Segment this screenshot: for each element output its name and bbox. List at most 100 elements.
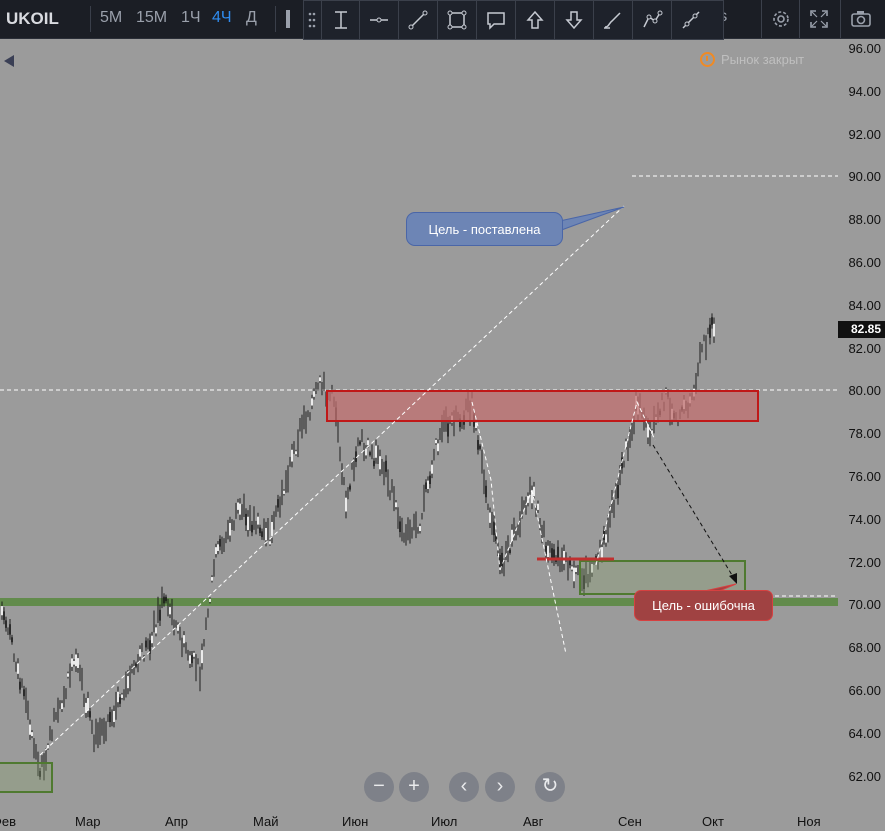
tool-rectangle[interactable] <box>437 1 476 39</box>
candle-body <box>379 456 381 470</box>
candle-body <box>477 440 479 450</box>
tool-ray[interactable] <box>671 1 710 39</box>
time-tick-label: Мар <box>75 814 101 829</box>
candle-body <box>17 663 19 674</box>
candle-body <box>3 611 5 620</box>
price-tick-label: 76.00 <box>848 469 881 484</box>
settings-button[interactable] <box>761 0 800 38</box>
candle-body <box>229 523 231 536</box>
gear-icon <box>773 11 789 27</box>
candle-body <box>127 676 129 689</box>
candle-body <box>553 549 555 561</box>
callout-target-wrong[interactable]: Цель - ошибочна <box>634 590 773 621</box>
candle-body <box>359 441 361 445</box>
timeframe-4h[interactable]: 4Ч <box>212 9 232 26</box>
candle-body <box>571 566 573 570</box>
time-tick-label: Сен <box>618 814 642 829</box>
last-price-label: 82.85 <box>838 321 885 338</box>
candle-body <box>201 650 203 664</box>
tool-path[interactable] <box>632 1 671 39</box>
scroll-right-button[interactable]: › <box>485 772 515 802</box>
candle-body <box>399 521 401 533</box>
candle-body <box>183 635 185 644</box>
candle-body <box>73 660 75 665</box>
zoom-out-button[interactable]: − <box>364 772 394 802</box>
candle-body <box>31 732 33 737</box>
tool-vertical-line[interactable] <box>321 1 360 39</box>
candle-body <box>261 531 263 538</box>
tool-arrow-up[interactable] <box>515 1 554 39</box>
candle-body <box>501 552 503 567</box>
candle-body <box>11 637 13 643</box>
candle-body <box>459 418 461 428</box>
wave-lines <box>471 401 501 571</box>
candle-body <box>177 625 179 631</box>
bookmark-flag-icon[interactable] <box>4 55 14 67</box>
price-tick-label: 64.00 <box>848 725 881 741</box>
price-tick-label: 72.00 <box>848 554 881 570</box>
candlesticks <box>1 313 715 781</box>
candle-body <box>479 445 481 449</box>
timeframe-5m[interactable]: 5M <box>100 9 123 26</box>
candle-body <box>625 441 627 447</box>
candle-body <box>159 609 161 621</box>
candle-body <box>509 549 511 553</box>
timeframe-15m[interactable]: 15M <box>136 9 168 26</box>
fullscreen-button[interactable] <box>799 0 838 38</box>
time-tick-label: Май <box>253 814 279 829</box>
zoom-in-button[interactable]: + <box>399 772 429 802</box>
candle-body <box>395 502 397 508</box>
candle-body <box>191 655 193 664</box>
candle-body <box>437 443 439 452</box>
candle-body <box>527 495 529 503</box>
candle-body <box>365 448 367 456</box>
candle-body <box>713 323 715 337</box>
price-axis[interactable]: 96.00 94.00 92.00 90.00 88.00 86.00 84.00 82.00… <box>838 38 885 809</box>
candle-body <box>495 535 497 542</box>
candle-body <box>349 485 351 490</box>
screenshot-button[interactable] <box>840 0 879 38</box>
candle-body <box>493 521 495 536</box>
callout-target-set[interactable]: Цель - поставлена <box>406 212 563 246</box>
candle-body <box>345 497 347 512</box>
price-tick-label: 62.00 <box>848 768 881 784</box>
demand-zone-feb <box>0 762 53 793</box>
price-chart[interactable] <box>0 38 838 831</box>
callout-pointer-blue <box>554 206 625 233</box>
tool-brush[interactable] <box>593 1 632 39</box>
candle-body <box>217 544 219 551</box>
timeframe-1h[interactable]: 1Ч <box>181 9 201 26</box>
top-toolbar: UKOIL 5M 15M 1Ч 4Ч Д ers <box>0 0 885 39</box>
comment-icon <box>487 12 505 30</box>
candle-body <box>375 445 377 458</box>
scroll-left-button[interactable]: ‹ <box>449 772 479 802</box>
chart-type-icon[interactable] <box>286 10 290 28</box>
candle-body <box>563 550 565 564</box>
trend-projection <box>39 205 625 756</box>
time-tick-label: Фев <box>0 814 17 829</box>
candle-body <box>447 423 449 437</box>
resistance-zone <box>326 390 759 422</box>
candle-body <box>61 703 63 710</box>
time-tick-label: Апр <box>165 814 188 829</box>
tool-trend-line[interactable] <box>398 1 437 39</box>
tool-horizontal-line[interactable] <box>359 1 398 39</box>
candle-body <box>1 606 3 616</box>
candle-body <box>135 663 137 667</box>
symbol-name[interactable]: UKOIL <box>6 9 59 28</box>
candle-body <box>427 480 429 489</box>
drag-handle-icon[interactable] <box>308 12 316 28</box>
reset-chart-button[interactable]: ↻ <box>535 772 565 802</box>
candle-body <box>113 711 115 722</box>
price-tick-label: 88.00 <box>848 212 881 228</box>
candle-body <box>5 620 7 628</box>
wave-lines-3 <box>595 400 656 566</box>
candle-body <box>431 464 433 474</box>
tool-arrow-down[interactable] <box>554 1 593 39</box>
tool-callout[interactable] <box>476 1 515 39</box>
clock-alert-icon <box>700 52 715 67</box>
candle-body <box>189 655 191 664</box>
trend-line-icon <box>408 10 428 30</box>
candle-body <box>29 724 31 735</box>
timeframe-1d[interactable]: Д <box>246 9 257 26</box>
